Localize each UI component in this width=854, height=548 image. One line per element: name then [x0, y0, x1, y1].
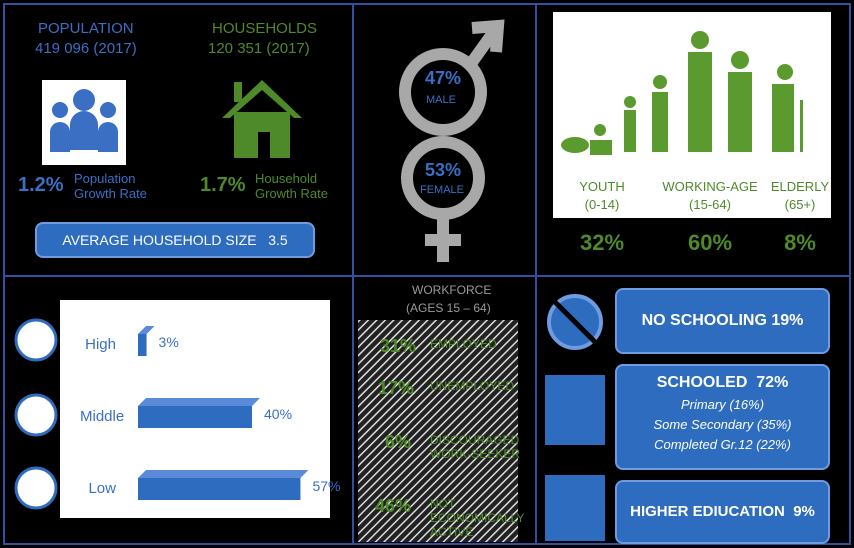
- higher-education-box: HIGHER EDIUCATION 9%: [615, 480, 830, 544]
- age-label: ELDERLY: [771, 180, 829, 195]
- bar: [138, 478, 300, 500]
- education-percent: 9%: [793, 503, 815, 520]
- workforce-label: DISCOURAGED WORK-SEEKER: [430, 434, 530, 462]
- education-label: HIGHER EDIUCATION: [630, 503, 785, 520]
- households-growth: 1.7%: [200, 174, 246, 197]
- schooled-box: SCHOOLED 72% Primary (16%) Some Secondar…: [615, 364, 830, 470]
- education-icons: [545, 296, 605, 541]
- workforce-label: UNEMPLOYED: [430, 380, 530, 394]
- household-size-label: AVERAGE HOUSEHOLD SIZE: [62, 232, 256, 248]
- age-range: (0-14): [585, 198, 620, 213]
- education-percent: 72%: [756, 374, 788, 391]
- income-category: Middle: [80, 408, 116, 425]
- no-schooling-box: NO SCHOOLING 19%: [615, 288, 830, 354]
- education-percent: 19%: [771, 312, 803, 329]
- households-label: HOUSEHOLDS: [212, 20, 317, 37]
- income-value-label: 57%: [312, 478, 340, 494]
- age-percent: 8%: [784, 230, 816, 255]
- household-size-value: 3.5: [268, 232, 287, 248]
- bar-top: [138, 398, 260, 406]
- female-label: FEMALE: [420, 184, 464, 197]
- workforce-label: EMPLOYED: [430, 338, 530, 352]
- male-label: MALE: [426, 94, 456, 107]
- gender-symbols: [405, 26, 498, 262]
- education-detail: Primary (16%): [617, 395, 828, 415]
- income-category: Low: [80, 480, 116, 497]
- education-detail: Completed Gr.12 (22%): [617, 435, 828, 455]
- workforce-subtitle: (AGES 15 – 64): [406, 302, 491, 316]
- male-percent: 47%: [425, 68, 461, 89]
- bar-top: [138, 470, 308, 478]
- population-growth: 1.2%: [18, 174, 64, 197]
- workforce-percent: 17%: [378, 378, 414, 399]
- households-value: 120 351 (2017): [208, 40, 310, 57]
- education-label: NO SCHOOLING: [642, 312, 767, 329]
- income-icons: [16, 320, 56, 508]
- workforce-percent: 46%: [375, 496, 411, 517]
- workforce-percent: 31%: [380, 336, 416, 357]
- bar: [138, 406, 252, 428]
- household-size-button: AVERAGE HOUSEHOLD SIZE 3.5: [35, 222, 315, 258]
- female-percent: 53%: [425, 160, 461, 181]
- workforce-title: WORKFORCE: [412, 284, 491, 298]
- income-value-label: 3%: [159, 334, 179, 350]
- income-value-label: 40%: [264, 406, 292, 422]
- bar: [138, 334, 147, 356]
- population-label: POPULATION: [38, 20, 134, 37]
- age-label: WORKING-AGE: [662, 180, 757, 195]
- households-growth-label: Household Growth Rate: [255, 172, 340, 202]
- education-label: SCHOOLED: [657, 374, 748, 391]
- workforce-label: NOT ECONOMICALLY ACTIVE: [430, 498, 530, 539]
- workforce-percent: 6%: [385, 432, 411, 453]
- schooled-details: Primary (16%) Some Secondary (35%) Compl…: [617, 395, 828, 455]
- age-range: (15-64): [689, 198, 731, 213]
- age-percent: 32%: [580, 230, 624, 255]
- age-range: (65+): [785, 198, 816, 213]
- population-growth-label: Population Growth Rate: [74, 172, 154, 202]
- infographic: POPULATION 419 096 (2017) 1.2% Populatio…: [0, 0, 854, 548]
- age-label: YOUTH: [579, 180, 625, 195]
- age-percent: 60%: [688, 230, 732, 255]
- income-category: High: [80, 336, 116, 353]
- education-detail: Some Secondary (35%): [617, 415, 828, 435]
- population-value: 419 096 (2017): [35, 40, 137, 57]
